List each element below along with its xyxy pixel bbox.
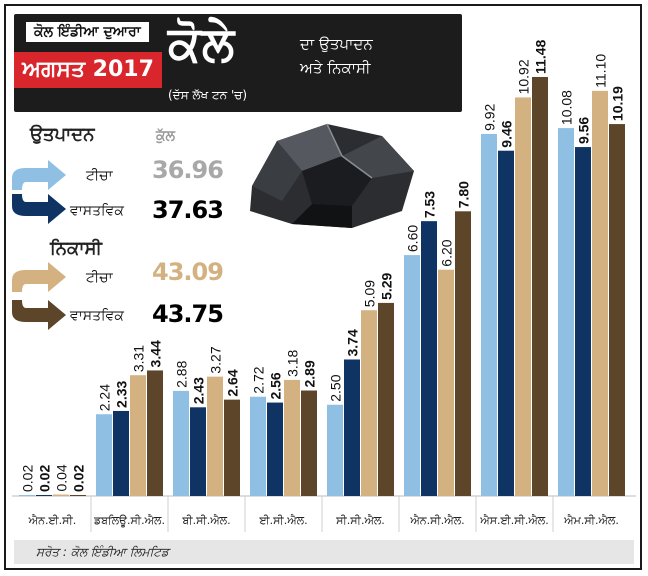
production-actual-value: 37.63 — [152, 196, 224, 224]
data-label-4-2: 3.44 — [148, 340, 164, 367]
bar-3-7 — [515, 97, 531, 497]
month-badge: ਅਗਸਤ 2017 — [14, 52, 162, 88]
bar-4-2 — [147, 370, 163, 496]
data-label-4-7: 11.48 — [533, 40, 549, 74]
coal-rock-icon — [250, 123, 414, 228]
bar-3-4 — [284, 379, 300, 496]
bar-4-7 — [532, 76, 548, 496]
data-label-1-4: 2.72 — [251, 366, 267, 393]
dispatch-actual-label: ਵਾਸਤਵਿਕ — [70, 308, 124, 324]
data-label-1-7: 9.92 — [482, 103, 498, 130]
bar-1-8 — [558, 128, 574, 496]
bar-2-2 — [113, 410, 129, 496]
data-label-3-5: 5.09 — [362, 280, 378, 307]
data-label-3-2: 3.31 — [131, 345, 147, 372]
bar-3-6 — [438, 269, 454, 496]
data-label-2-1: 0.02 — [37, 465, 53, 492]
bar-3-2 — [130, 375, 146, 496]
bar-4-1 — [70, 495, 86, 496]
data-label-2-5: 3.74 — [345, 329, 361, 356]
bar-3-5 — [361, 310, 377, 496]
bar-3-1 — [53, 494, 69, 496]
data-label-1-2: 2.24 — [97, 384, 113, 411]
data-label-4-8: 10.19 — [610, 86, 626, 121]
bar-2-5 — [344, 359, 360, 496]
category-label-7: ਐਸ.ਈ.ਸੀ.ਐਲ. — [479, 514, 548, 527]
data-label-2-6: 7.53 — [422, 191, 438, 218]
data-label-2-2: 2.33 — [114, 380, 130, 407]
subtitle-line-2: ਅਤੇ ਨਿਕਾਸੀ — [300, 59, 371, 77]
production-target-value: 36.96 — [152, 156, 224, 184]
subtitle: ਦਾ ਉਤਪਾਦਨ ਅਤੇ ਨਿਕਾਸੀ — [300, 32, 373, 80]
category-label-3: ਬੀ.ਸੀ.ਐਲ. — [181, 514, 230, 527]
bar-4-4 — [301, 390, 317, 496]
dispatch-target-label: ਟੀਚਾ — [86, 270, 113, 286]
bar-3-8 — [592, 90, 608, 496]
category-label-1: ਐਨ.ਈ.ਸੀ. — [28, 514, 77, 527]
data-label-1-8: 10.08 — [559, 90, 575, 125]
data-label-4-1: 0.02 — [71, 465, 87, 492]
infographic-frame — [4, 4, 642, 570]
production-target-arrow-icon — [12, 160, 66, 190]
production-target-label: ਟੀਚਾ — [86, 168, 113, 184]
data-label-4-3: 2.64 — [225, 369, 241, 396]
bar-3-3 — [207, 376, 223, 496]
data-label-3-3: 3.27 — [208, 346, 224, 373]
dispatch-actual-arrow-icon — [12, 300, 66, 330]
data-label-1-3: 2.88 — [174, 360, 190, 387]
category-label-4: ਈ.ਸੀ.ਐਲ. — [258, 514, 307, 527]
bar-1-1 — [19, 495, 35, 496]
data-label-4-5: 5.29 — [379, 272, 395, 299]
bar-1-2 — [96, 414, 112, 496]
bar-4-5 — [378, 302, 394, 496]
bar-2-3 — [190, 407, 206, 496]
bar-2-7 — [498, 150, 514, 496]
data-label-3-4: 3.18 — [285, 349, 301, 376]
dispatch-target-value: 43.09 — [152, 258, 224, 286]
data-label-2-4: 2.56 — [268, 372, 284, 399]
dispatch-actual-value: 43.75 — [152, 300, 224, 328]
data-label-3-7: 10.92 — [516, 59, 532, 94]
dispatch-title: ਨਿਕਾਸੀ — [50, 238, 102, 259]
unit-label: (ਦੱਸ ਲੱਖ ਟਨ 'ਚ) — [168, 88, 248, 102]
data-label-3-6: 6.20 — [439, 239, 455, 266]
bar-2-1 — [36, 495, 52, 496]
data-label-4-4: 2.89 — [302, 360, 318, 387]
data-label-3-8: 11.10 — [593, 54, 609, 88]
dispatch-target-arrow-icon — [12, 262, 66, 292]
data-label-1-6: 6.60 — [405, 225, 421, 252]
data-label-2-7: 9.46 — [499, 120, 515, 147]
bar-1-5 — [327, 404, 343, 496]
bar-2-6 — [421, 221, 437, 496]
by-label: ਕੋਲ ਇੰਡੀਆ ਦੁਆਰਾ — [26, 22, 149, 42]
data-label-2-8: 9.56 — [576, 117, 592, 144]
subtitle-line-1: ਦਾ ਉਤਪਾਦਨ — [300, 35, 373, 53]
data-label-2-3: 2.43 — [191, 377, 207, 404]
category-label-8: ਐਮ.ਸੀ.ਐਲ. — [563, 514, 619, 527]
production-title: ਉਤਪਾਦਨ — [30, 124, 95, 145]
data-label-4-6: 7.80 — [456, 181, 472, 208]
production-actual-arrow-icon — [12, 194, 66, 224]
bar-1-7 — [481, 133, 497, 497]
bar-1-4 — [250, 396, 266, 496]
data-label-1-5: 2.50 — [328, 374, 344, 401]
bar-4-6 — [455, 211, 471, 497]
bar-2-4 — [267, 402, 283, 496]
category-label-2: ਡਬਲਿਊ.ਸੀ.ਐਲ. — [93, 514, 165, 527]
data-label-3-1: 0.04 — [54, 464, 70, 491]
data-label-1-1: 0.02 — [20, 465, 36, 492]
bar-1-3 — [173, 390, 189, 496]
category-label-5: ਸੀ.ਸੀ.ਐਲ. — [335, 514, 385, 527]
total-heading: ਕੁੱਲ — [156, 128, 176, 144]
bar-2-8 — [575, 147, 591, 496]
production-actual-label: ਵਾਸਤਵਿਕ — [70, 203, 124, 219]
category-label-6: ਐਨ.ਸੀ.ਐਲ. — [409, 514, 464, 527]
bar-4-8 — [609, 124, 625, 496]
bar-4-3 — [224, 399, 240, 496]
bar-1-6 — [404, 255, 420, 496]
source-note: ਸਰੋਤ : ਕੋਲ ਇੰਡੀਆ ਲਿਮਟਿਡ — [14, 540, 634, 564]
page-title: ਕੋਲੇ — [168, 16, 236, 72]
